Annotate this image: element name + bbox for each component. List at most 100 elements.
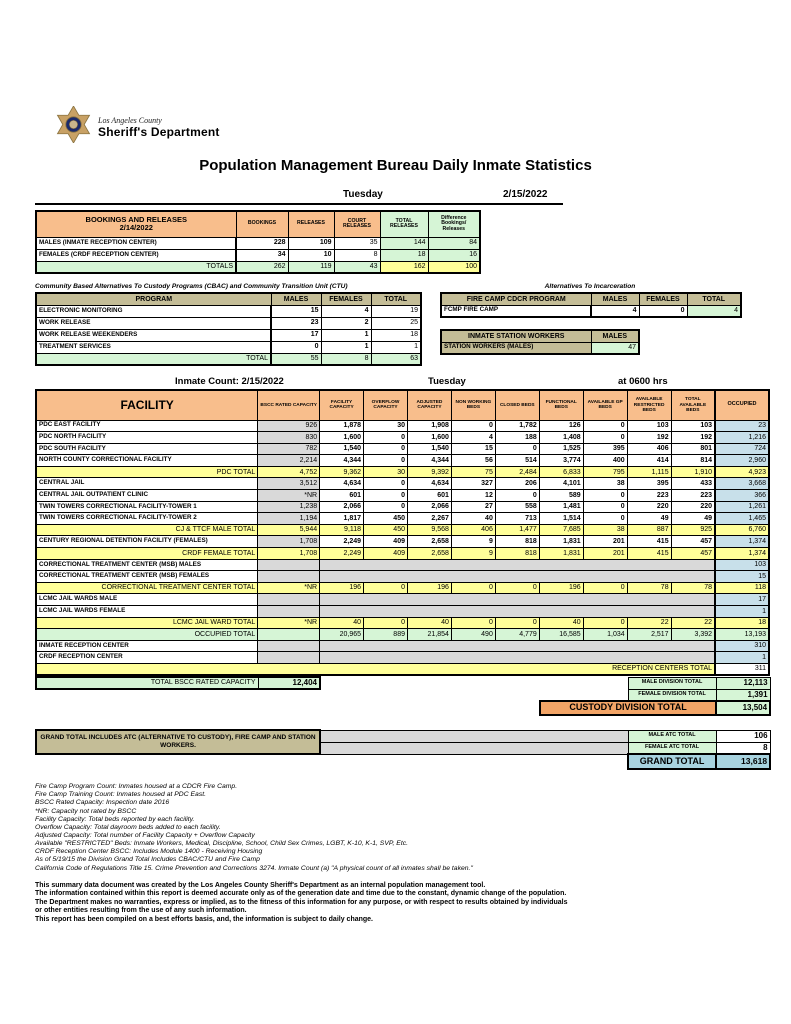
cell: 818 [494, 535, 540, 549]
facility-row: INMATE RECEPTION CENTER 310 [35, 639, 770, 653]
cell-total: 19 [370, 304, 422, 318]
cell: 196 [319, 581, 365, 595]
cell: 228 [235, 236, 289, 250]
cell: 818 [494, 547, 540, 560]
footnote-line: Fire Camp Program Count: Inmates housed … [35, 783, 238, 791]
bookings-row: MALES (INMATE RECEPTION CENTER) 228 109 35 1… [35, 236, 481, 250]
cell: 1 [714, 651, 770, 664]
cell-total: 18 [370, 328, 422, 342]
cell: 84 [427, 236, 481, 250]
grand-total-section: GRAND TOTAL INCLUDES ATC (ALTERNATIVE TO… [34, 729, 772, 771]
cell: 49 [670, 512, 716, 525]
cell: CORRECTIONAL TREATMENT CENTER TOTAL [35, 581, 259, 595]
cell: 196 [406, 581, 452, 595]
facility-row: TWIN TOWERS CORRECTIONAL FACILITY-TOWER … [35, 500, 770, 514]
cell: 366 [714, 489, 770, 502]
cell: TWIN TOWERS CORRECTIONAL FACILITY-TOWER … [35, 512, 259, 525]
facility-row: PDC NORTH FACILITY 830 1,600 0 1,600 4 188 1,40… [35, 431, 770, 444]
cell: 15 [450, 442, 496, 456]
cell: CRDF FEMALE TOTAL [35, 547, 259, 560]
grand-total-label: GRAND TOTAL [627, 753, 718, 771]
cell: 0 [450, 419, 496, 433]
cell: 1,465 [714, 512, 770, 525]
cell: INMATE RECEPTION CENTER [35, 639, 259, 653]
cell: 103 [626, 419, 672, 433]
cell: 1,600 [319, 431, 365, 444]
cell-total: 4 [686, 304, 742, 318]
cell: 9 [450, 547, 496, 560]
col-header-males: MALES [270, 292, 322, 306]
cell: CENTRAL JAIL OUTPATIENT CLINIC [35, 489, 259, 502]
col-header-available-restricted-beds: AVAILABLE RESTRICTED BEDS [626, 389, 672, 421]
cell: 2,658 [406, 547, 452, 560]
facility-row: CENTURY REGIONAL DETENTION FACILITY (FEM… [35, 535, 770, 549]
cell [257, 651, 321, 664]
facility-row: CORRECTIONAL TREATMENT CENTER (MSB) MALE… [35, 558, 770, 572]
cell: 13,193 [714, 628, 770, 641]
cbac-row: TREATMENT SERVICES 0 1 1 [35, 340, 422, 354]
row-label: FCMP FIRE CAMP [440, 304, 592, 318]
footnote-line: Facility Capacity: Total beds reported b… [35, 815, 195, 823]
cell: 119 [287, 260, 335, 274]
cell: TWIN TOWERS CORRECTIONAL FACILITY-TOWER … [35, 500, 259, 514]
cell: 262 [235, 260, 289, 274]
bookings-row: FEMALES (CRDF RECEPTION CENTER) 34 10 8 18 16 [35, 248, 481, 262]
bscc-total-row: TOTAL BSCC RATED CAPACITY 12,404 MALE DI… [35, 676, 771, 691]
cell: 2,066 [319, 500, 365, 514]
cell: PDC TOTAL [35, 465, 259, 479]
cell: CENTURY REGIONAL DETENTION FACILITY (FEM… [35, 535, 259, 549]
facility-row: CRDF FEMALE TOTAL 1,708 2,249 409 2,658 9 818 1… [35, 547, 770, 560]
cell-males: 55 [270, 352, 322, 366]
cell: 75 [450, 465, 496, 479]
cbac-title: Community Based Alternatives To Custody … [35, 283, 348, 290]
cell: CORRECTIONAL TREATMENT CENTER (MSB) MALE… [35, 558, 259, 572]
cell: 23 [714, 419, 770, 433]
cell: 433 [670, 477, 716, 491]
spacer [36, 701, 540, 716]
cell: 34 [235, 248, 289, 262]
cell: 1,708 [257, 547, 321, 560]
report-date: 2/15/2022 [503, 189, 548, 200]
col-header-females: FEMALES [320, 292, 372, 306]
cell: 56 [450, 454, 496, 467]
cell-females: 4 [320, 304, 372, 318]
cell: 0 [582, 489, 628, 502]
cell: 1,910 [670, 465, 716, 479]
male-atc-total-label: MALE ATC TOTAL [627, 729, 717, 743]
cell: 206 [494, 477, 540, 491]
cell: 223 [670, 489, 716, 502]
cell: 1,878 [319, 419, 365, 433]
facility-row: OCCUPIED TOTAL 20,965 889 21,854 490 4,779 16,… [35, 628, 770, 641]
cell: 223 [626, 489, 672, 502]
cell: 409 [363, 535, 408, 549]
cell-females: 2 [320, 316, 372, 330]
cell: 1,525 [538, 442, 584, 456]
facility-row: CJ & TTCF MALE TOTAL 5,944 9,118 450 9,568 40… [35, 523, 770, 537]
cell: 1,481 [538, 500, 584, 514]
cell: 3,668 [714, 477, 770, 491]
cell: 18 [714, 616, 770, 630]
cell [257, 605, 321, 618]
cell: 0 [494, 616, 540, 630]
male-division-total-label: MALE DIVISION TOTAL [627, 676, 717, 690]
cell: 1,216 [714, 431, 770, 444]
col-header-program: PROGRAM [35, 292, 272, 306]
cell: 6,760 [714, 523, 770, 537]
cell: 192 [670, 431, 716, 444]
cell: CJ & TTCF MALE TOTAL [35, 523, 259, 537]
male-division-total-value: 12,113 [715, 676, 771, 690]
cell: 3,774 [538, 454, 584, 467]
station-workers-table: INMATE STATION WORKERS MALES STATION WOR… [440, 329, 640, 355]
agency-logo: Los Angeles County Sheriff's Department [55, 105, 220, 148]
cell: 724 [714, 442, 770, 456]
footnote-line: California Code of Regulations Title 15.… [35, 864, 473, 872]
cbac-section: Community Based Alternatives To Custody … [35, 283, 422, 366]
disclaimer-line: This summary data document was created b… [35, 881, 486, 889]
cell: 22 [626, 616, 672, 630]
cell: 1,194 [257, 512, 321, 525]
facility-row: TWIN TOWERS CORRECTIONAL FACILITY-TOWER … [35, 512, 770, 525]
cell: 4,752 [257, 465, 321, 479]
cell: 49 [626, 512, 672, 525]
row-label: MALES (INMATE RECEPTION CENTER) [35, 236, 237, 250]
cell: 415 [626, 535, 672, 549]
